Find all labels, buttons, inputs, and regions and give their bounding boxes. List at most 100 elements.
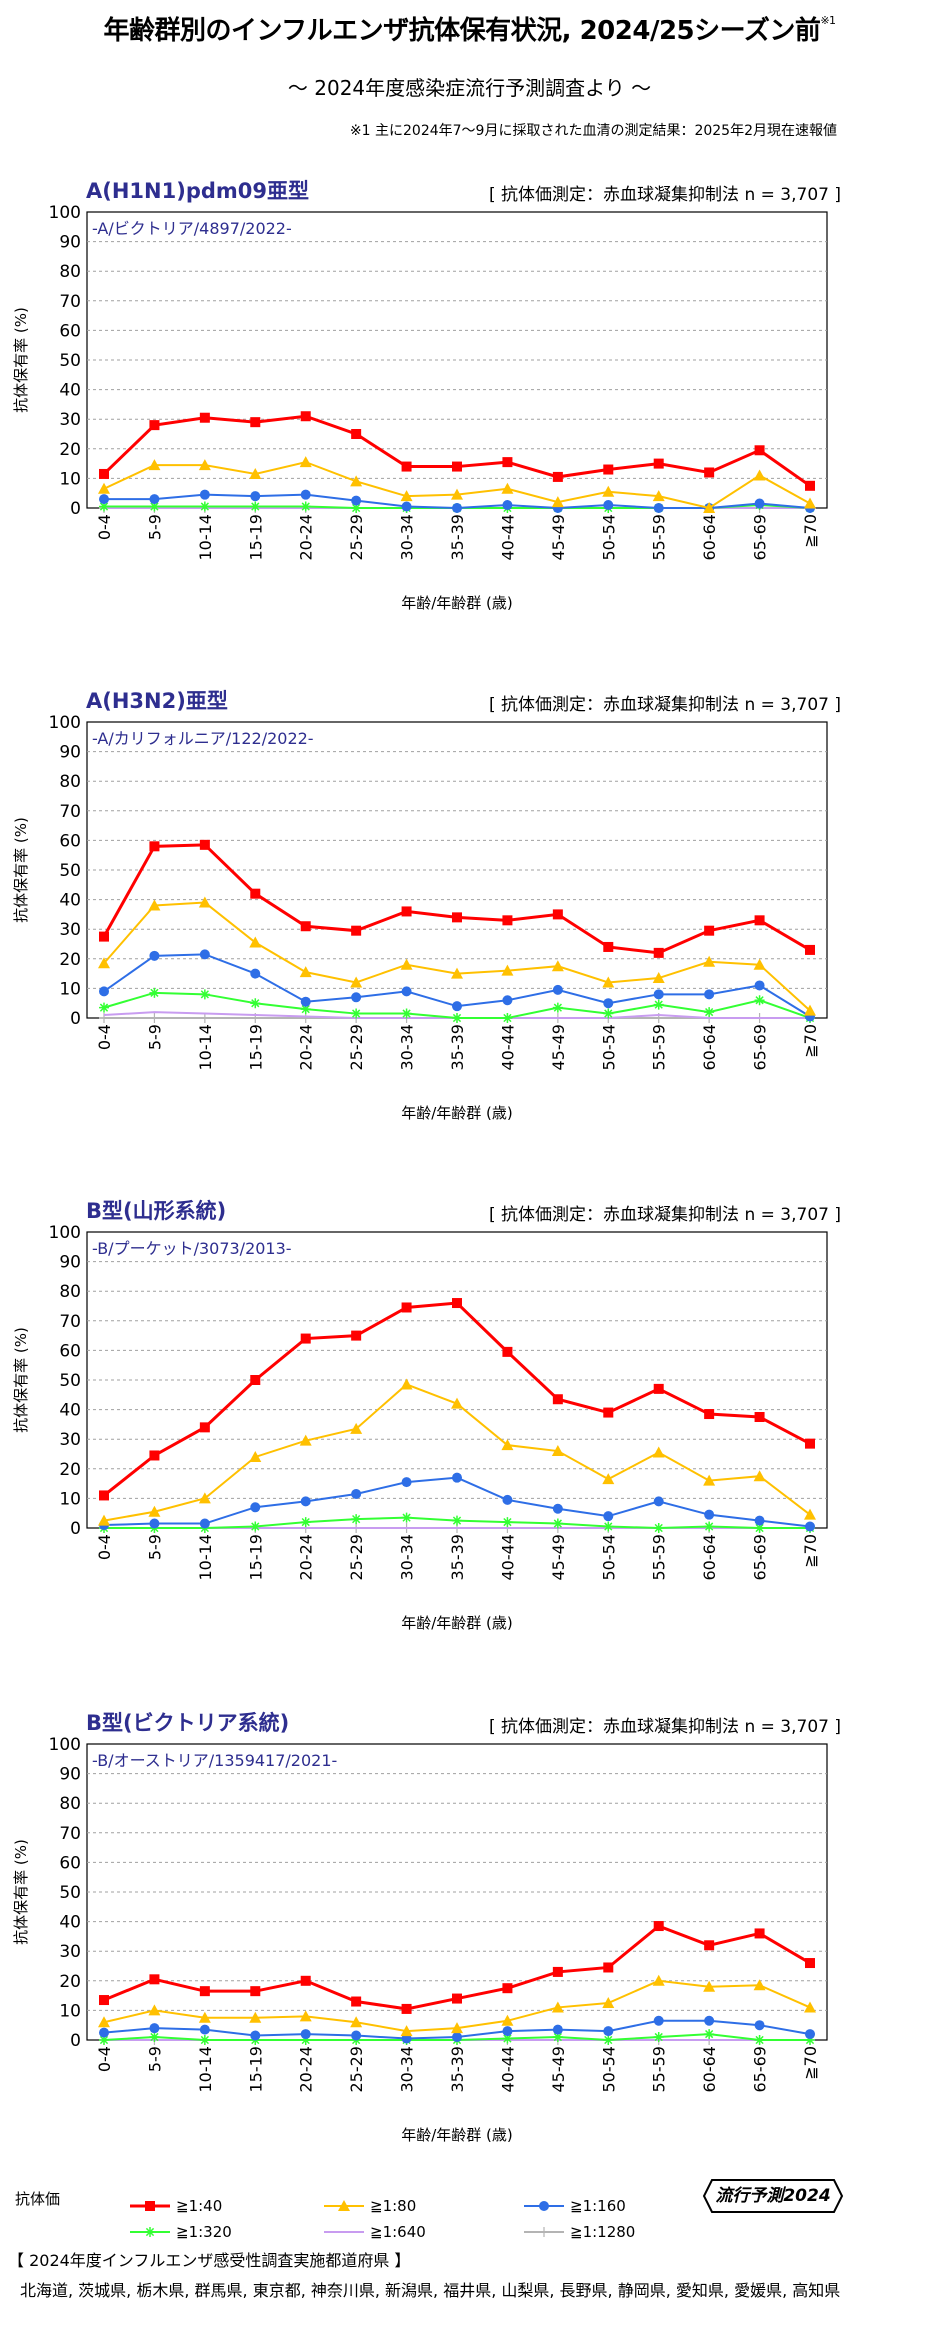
data-point-1-80 <box>501 964 514 976</box>
x-tick-label: 50-54 <box>599 1024 618 1071</box>
data-point-1-160 <box>603 998 614 1009</box>
data-point-1-320 <box>502 1013 513 1023</box>
data-point-1-320 <box>199 501 210 512</box>
y-tick-label: 40 <box>59 891 81 911</box>
data-point-1-320 <box>452 1013 462 1023</box>
data-point-1-40 <box>754 1412 765 1422</box>
data-point-1-320 <box>351 1514 362 1525</box>
x-tick-label: 15-19 <box>246 1024 265 1071</box>
x-axis-label: 年齢/年齢群 (歳) <box>401 594 513 612</box>
data-point-1-40 <box>99 1995 109 2006</box>
data-point-1-40 <box>704 925 715 936</box>
data-point-1-40 <box>401 906 412 917</box>
y-tick-label: 90 <box>59 743 81 763</box>
x-tick-label: 30-34 <box>398 514 417 561</box>
data-point-1-160 <box>502 2026 513 2037</box>
x-tick-label: 0-4 <box>95 1534 114 1560</box>
y-tick-label: 80 <box>59 1794 81 1814</box>
x-tick-label: ≧70 <box>801 514 820 548</box>
data-point-1-160 <box>754 2020 765 2031</box>
chart-1-method: [ 抗体価測定：赤血球凝集抑制法 n = 3,707 ] <box>489 185 841 205</box>
y-tick-label: 50 <box>59 861 81 881</box>
y-tick-label: 70 <box>59 1824 81 1844</box>
x-tick-label: 40-44 <box>498 1534 517 1581</box>
x-tick-label: 45-49 <box>549 2046 568 2093</box>
data-point-1-80 <box>602 485 615 497</box>
y-tick-label: 0 <box>70 1009 81 1029</box>
data-point-1-80 <box>148 1505 161 1517</box>
chart-4-method: [ 抗体価測定：赤血球凝集抑制法 n = 3,707 ] <box>489 1717 841 1737</box>
data-point-1-40 <box>351 1996 362 2007</box>
data-point-1-1280 <box>149 1013 160 1023</box>
x-tick-label: 35-39 <box>448 514 467 561</box>
x-tick-label: 10-14 <box>196 2046 215 2093</box>
x-tick-label: 60-64 <box>700 2046 719 2093</box>
x-tick-label: 40-44 <box>498 1024 517 1071</box>
data-point-1-80 <box>551 1445 564 1457</box>
data-point-1-160 <box>300 2029 311 2040</box>
y-tick-label: 90 <box>59 1253 81 1273</box>
data-point-1-40 <box>452 461 462 472</box>
chart-1-title: A(H1N1)pdm09亜型 <box>86 179 309 203</box>
data-point-1-320 <box>704 1007 715 1018</box>
x-tick-label: 40-44 <box>498 2046 517 2093</box>
data-point-1-160 <box>653 503 664 513</box>
data-point-1-40 <box>754 445 765 456</box>
y-tick-label: 80 <box>59 772 81 792</box>
data-point-1-320 <box>754 2035 765 2045</box>
footnote: ※1 主に2024年7～9月に採取された血清の測定結果：2025年2月現在速報値 <box>349 123 837 139</box>
y-tick-label: 50 <box>59 351 81 371</box>
data-point-1-320 <box>250 501 261 512</box>
x-tick-label: 55-59 <box>650 2046 669 2093</box>
y-tick-label: 30 <box>59 1430 81 1450</box>
data-point-1-80 <box>451 1397 463 1409</box>
y-tick-label: 40 <box>59 381 81 401</box>
data-point-1-80 <box>148 459 161 471</box>
y-tick-label: 80 <box>59 262 81 282</box>
data-point-1-80 <box>400 1378 413 1390</box>
x-tick-label: ≧70 <box>801 1024 820 1058</box>
x-tick-label: 20-24 <box>297 514 316 561</box>
legend-title: 抗体価 <box>15 2190 61 2208</box>
data-point-1-80 <box>703 502 716 513</box>
data-point-1-1280 <box>300 1013 311 1023</box>
prefectures-list: 北海道, 茨城県, 栃木県, 群馬県, 東京都, 神奈川県, 新潟県, 福井県,… <box>20 2281 841 2300</box>
y-tick-label: 30 <box>59 1942 81 1962</box>
y-tick-label: 90 <box>59 1765 81 1785</box>
data-point-1-80 <box>148 2004 161 2016</box>
data-point-1-40 <box>401 2003 412 2014</box>
data-point-1-160 <box>502 1494 513 1505</box>
data-point-1-160 <box>653 989 664 1000</box>
data-point-1-160 <box>452 1001 462 1012</box>
data-point-1-80 <box>451 2022 463 2034</box>
data-point-1-320 <box>603 1008 614 1019</box>
data-point-1-40 <box>754 1928 765 1939</box>
x-tick-label: 25-29 <box>347 1024 366 1071</box>
strain-label: -A/カリフォルニア/122/2022- <box>92 729 314 748</box>
data-point-1-80 <box>350 976 363 988</box>
data-point-1-80 <box>148 899 161 911</box>
data-point-1-160 <box>250 968 261 979</box>
data-point-1-40 <box>653 947 664 958</box>
legend-label-1-40: ≧1:40 <box>176 2197 223 2215</box>
x-tick-label: 5-9 <box>145 2046 164 2072</box>
x-axis-label: 年齢/年齢群 (歳) <box>401 1614 513 1632</box>
data-point-1-40 <box>452 1993 462 2004</box>
data-point-1-80 <box>198 896 211 908</box>
data-point-1-80 <box>703 1474 716 1486</box>
y-tick-label: 60 <box>59 831 81 851</box>
x-tick-label: 55-59 <box>650 514 669 561</box>
chart-4-title: B型(ビクトリア系統) <box>86 1711 290 1735</box>
x-tick-label: 45-49 <box>549 1024 568 1071</box>
legend-swatch-1-160 <box>524 2201 564 2211</box>
data-point-1-40 <box>300 411 311 422</box>
data-point-1-320 <box>502 1517 513 1528</box>
data-point-1-40 <box>552 1966 563 1977</box>
y-axis-label: 抗体保有率 (%) <box>12 817 30 923</box>
data-point-1-320 <box>401 1008 412 1019</box>
x-tick-label: 65-69 <box>751 1534 770 1581</box>
data-point-1-40 <box>653 1383 664 1394</box>
data-point-1-80 <box>551 496 564 508</box>
data-point-1-40 <box>653 1921 664 1932</box>
x-tick-label: 65-69 <box>751 1024 770 1071</box>
